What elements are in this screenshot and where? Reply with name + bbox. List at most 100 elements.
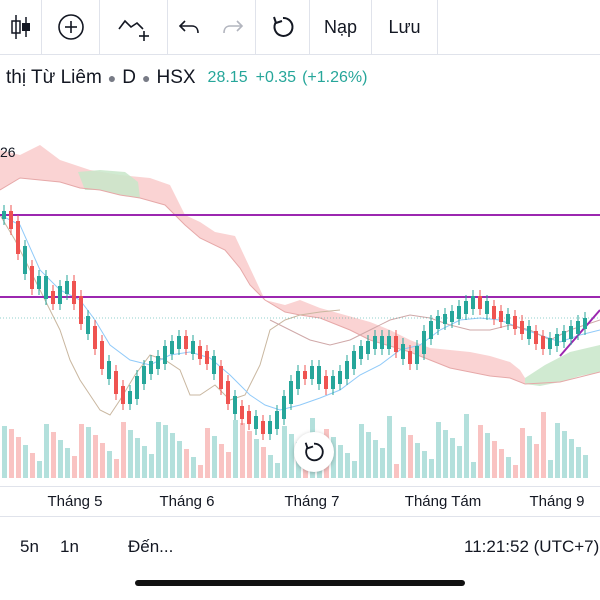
chart-type-button[interactable]	[0, 0, 42, 54]
candle-body	[373, 336, 377, 349]
candle-body	[282, 396, 286, 419]
candle-body	[401, 344, 405, 359]
volume-bar	[555, 423, 560, 478]
candles-icon	[10, 15, 30, 39]
candle-body	[429, 321, 433, 339]
volume-bar	[380, 448, 385, 478]
volume-bar	[576, 447, 581, 478]
candle-body	[387, 336, 391, 349]
undo-button[interactable]	[168, 0, 210, 54]
candle-body	[394, 336, 398, 352]
volume-bar	[114, 459, 119, 478]
volume-bar	[282, 426, 287, 478]
volume-bar	[184, 449, 189, 478]
candle-body	[44, 276, 48, 299]
volume-bar	[275, 463, 280, 478]
ichimoku-cloud-bearish	[0, 145, 525, 384]
candle-body	[205, 351, 209, 364]
candle-body	[254, 416, 258, 429]
candle-body	[121, 386, 125, 404]
time-axis[interactable]: Tháng 5 Tháng 6 Tháng 7 Tháng Tám Tháng …	[0, 486, 600, 517]
volume-bar	[289, 434, 294, 478]
volume-bar	[65, 448, 70, 478]
symbol-legend[interactable]: thị Từ Liêm ● D ● HSX 28.15 +0.35 (+1.26…	[0, 62, 367, 94]
volume-bar	[254, 439, 259, 478]
volume-bar	[499, 449, 504, 478]
volume-bar	[471, 462, 476, 478]
candle-body	[289, 381, 293, 404]
separator-dot: ●	[107, 70, 117, 86]
candle-body	[506, 314, 510, 324]
time-axis-label: Tháng 7	[284, 493, 340, 510]
volume-bar	[191, 457, 196, 478]
time-axis-label: Tháng 9	[529, 493, 585, 510]
candle-body	[107, 361, 111, 379]
volume-bar	[58, 440, 63, 478]
redo-button[interactable]	[210, 0, 256, 54]
volume-bar	[219, 444, 224, 478]
price-change-percent: (+1.26%)	[302, 69, 368, 86]
candle-body	[569, 326, 573, 339]
save-button[interactable]: Lưu	[372, 0, 438, 54]
candle-body	[2, 211, 6, 219]
volume-bar	[128, 430, 133, 478]
volume-bar	[261, 447, 266, 478]
volume-bar	[408, 435, 413, 478]
volume-bar	[240, 423, 245, 478]
volume-bar	[9, 429, 14, 478]
reload-button[interactable]: Nạp	[310, 0, 372, 54]
candle-body	[562, 331, 566, 342]
candle-body	[408, 351, 412, 364]
candle-body	[513, 316, 517, 329]
candle-body	[30, 266, 34, 289]
ichimoku-cloud-bullish-2	[525, 345, 600, 386]
candle-body	[135, 376, 139, 399]
price-change: +0.35	[255, 69, 297, 86]
candle-body	[16, 221, 20, 254]
volume-bar	[569, 439, 574, 478]
volume-bar	[457, 446, 462, 478]
volume-bar	[506, 457, 511, 478]
candle-body	[443, 314, 447, 324]
range-1m-button[interactable]: 1n	[60, 537, 79, 556]
candle-body	[114, 371, 118, 394]
indicator-add-icon	[117, 19, 149, 41]
top-toolbar: Nạp Lưu	[0, 0, 600, 55]
volume-bar	[359, 424, 364, 478]
volume-bar	[51, 432, 56, 478]
candle-body	[534, 331, 538, 344]
candle-body	[184, 336, 188, 349]
candle-body	[366, 341, 370, 354]
home-indicator[interactable]	[135, 580, 465, 586]
indicators-button[interactable]	[100, 0, 168, 54]
candle-body	[422, 331, 426, 354]
price-chart-canvas[interactable]	[0, 100, 600, 486]
save-label: Lưu	[388, 16, 421, 37]
volume-bar	[541, 412, 546, 478]
clock-timezone[interactable]: 11:21:52 (UTC+7)	[464, 537, 600, 556]
candle-body	[576, 321, 580, 334]
volume-bar	[338, 445, 343, 478]
volume-bar	[142, 446, 147, 478]
candle-body	[415, 346, 419, 364]
candle-body	[100, 341, 104, 369]
volume-bar	[23, 445, 28, 478]
range-5d-button[interactable]: 5n	[20, 537, 39, 556]
reset-chart-button[interactable]	[294, 432, 334, 472]
compare-button[interactable]	[42, 0, 100, 54]
volume-bar	[268, 455, 273, 478]
candle-body	[72, 281, 76, 304]
volume-bar	[513, 465, 518, 478]
candle-body	[226, 381, 230, 404]
candle-body	[541, 336, 545, 349]
volume-bar	[394, 464, 399, 478]
candle-body	[499, 311, 503, 322]
volume-bar	[443, 430, 448, 478]
goto-date-button[interactable]: Đến...	[128, 537, 174, 556]
indicator-value-label: 26	[0, 144, 16, 160]
refresh-button[interactable]	[256, 0, 310, 54]
candle-body	[261, 421, 265, 434]
volume-bar	[44, 424, 49, 478]
candle-body	[352, 351, 356, 369]
volume-bar	[429, 459, 434, 478]
